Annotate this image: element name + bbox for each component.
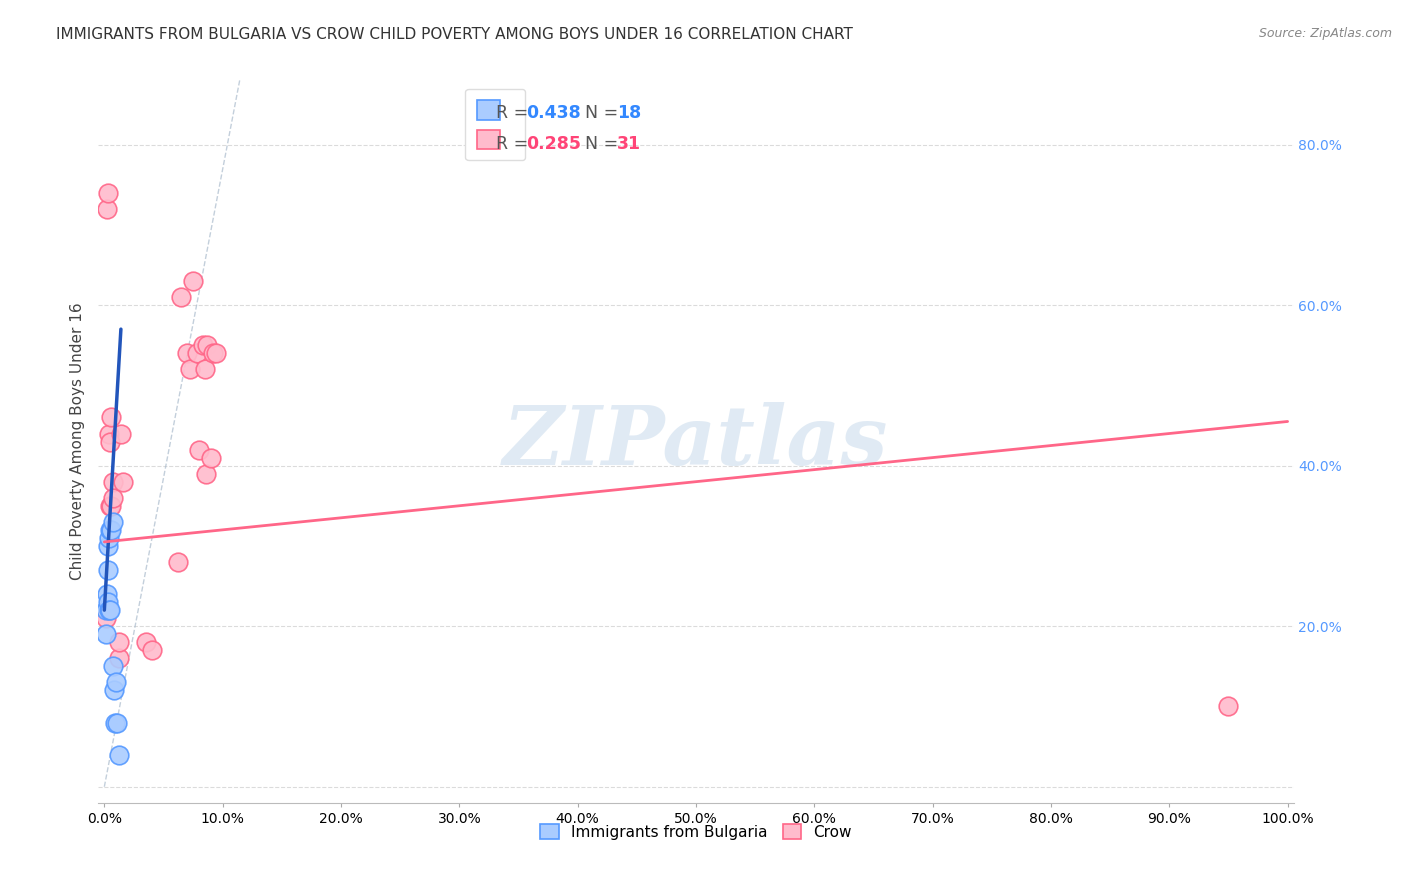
Point xyxy=(105,675,128,690)
Text: ZIPatlas: ZIPatlas xyxy=(503,401,889,482)
Point xyxy=(202,346,225,360)
Text: 18: 18 xyxy=(617,103,641,122)
Text: N =: N = xyxy=(574,103,624,122)
Point xyxy=(97,539,120,553)
Point xyxy=(166,555,188,569)
Point xyxy=(107,635,129,649)
Point xyxy=(110,426,132,441)
Text: Source: ZipAtlas.com: Source: ZipAtlas.com xyxy=(1258,27,1392,40)
Text: N =: N = xyxy=(574,135,624,153)
Text: IMMIGRANTS FROM BULGARIA VS CROW CHILD POVERTY AMONG BOYS UNDER 16 CORRELATION C: IMMIGRANTS FROM BULGARIA VS CROW CHILD P… xyxy=(56,27,853,42)
Point xyxy=(97,563,120,577)
Y-axis label: Child Poverty Among Boys Under 16: Child Poverty Among Boys Under 16 xyxy=(69,302,84,581)
Point xyxy=(100,410,122,425)
Point xyxy=(105,715,128,730)
Text: R =: R = xyxy=(496,103,534,122)
Point xyxy=(141,643,163,657)
Point xyxy=(107,747,129,762)
Point xyxy=(94,627,117,641)
Point xyxy=(191,338,214,352)
Point xyxy=(97,595,120,609)
Point xyxy=(194,362,217,376)
Point xyxy=(107,651,129,665)
Point xyxy=(200,450,222,465)
Text: R =: R = xyxy=(496,135,534,153)
Point xyxy=(170,290,193,304)
Point xyxy=(101,475,124,489)
Point xyxy=(188,442,211,457)
Point xyxy=(97,186,120,200)
Point xyxy=(186,346,208,360)
Point xyxy=(101,515,124,529)
Legend: Immigrants from Bulgaria, Crow: Immigrants from Bulgaria, Crow xyxy=(534,818,858,846)
Point xyxy=(101,659,124,673)
Point xyxy=(98,523,121,537)
Point xyxy=(100,523,122,537)
Point xyxy=(204,346,226,360)
Point xyxy=(104,715,127,730)
Point xyxy=(181,274,204,288)
Point xyxy=(98,499,121,513)
Point xyxy=(94,611,117,625)
Point xyxy=(98,434,121,449)
Point xyxy=(98,426,121,441)
Point xyxy=(98,603,121,617)
Point xyxy=(135,635,157,649)
Point xyxy=(94,603,117,617)
Point xyxy=(112,475,135,489)
Point xyxy=(176,346,198,360)
Text: 0.285: 0.285 xyxy=(526,135,581,153)
Point xyxy=(98,603,121,617)
Point xyxy=(98,531,121,545)
Text: 0.438: 0.438 xyxy=(526,103,581,122)
Point xyxy=(195,338,218,352)
Point xyxy=(96,202,118,216)
Text: 31: 31 xyxy=(617,135,641,153)
Point xyxy=(103,683,125,698)
Point xyxy=(96,587,118,601)
Point xyxy=(195,467,218,481)
Point xyxy=(179,362,201,376)
Point xyxy=(101,491,124,505)
Point xyxy=(1218,699,1240,714)
Point xyxy=(100,499,122,513)
